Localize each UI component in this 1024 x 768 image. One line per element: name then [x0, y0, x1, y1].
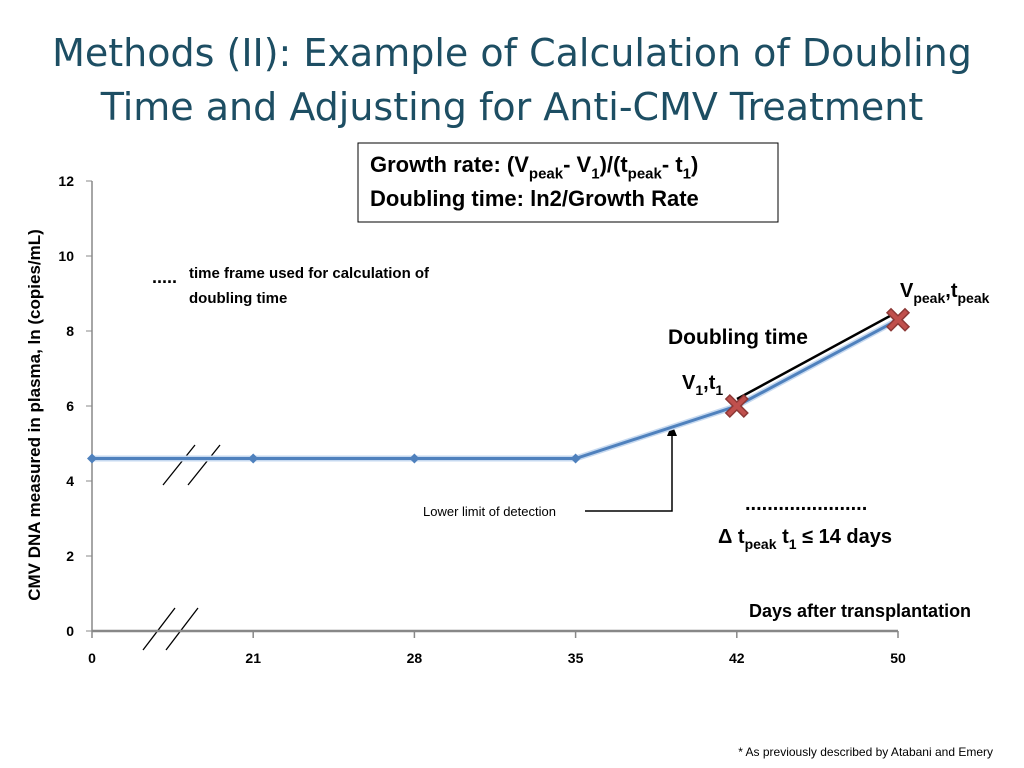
point-diamond	[87, 453, 97, 464]
text-part: )/(t	[600, 152, 629, 177]
text-part: V	[682, 372, 696, 394]
x-axis-label: Days after transplantation	[749, 601, 971, 621]
y-tick-label: 4	[66, 473, 74, 489]
dots-legend-text: doubling time	[189, 290, 287, 307]
y-tick-label: 0	[66, 623, 74, 639]
interval-dots: ......................	[745, 493, 867, 515]
x-tick-label: 42	[729, 650, 745, 666]
x-tick-label: 0	[88, 650, 96, 666]
text-part: - V	[563, 152, 591, 177]
subscript: 1	[789, 536, 797, 552]
x-tick-label: 50	[890, 650, 906, 666]
peak-label: Vpeak,tpeak	[900, 280, 990, 306]
interval-label: Δ tpeak t1 ≤ 14 days	[718, 526, 892, 552]
subscript: peak	[628, 166, 663, 183]
doubling-time-line	[736, 314, 891, 401]
text-part: V	[900, 280, 914, 302]
text-part: Growth rate: (V	[370, 152, 529, 177]
text-part: ,t	[945, 280, 958, 302]
subscript: peak	[745, 536, 777, 552]
subscript: 1	[695, 382, 703, 398]
x-tick-label: 35	[568, 650, 584, 666]
x-tick-label: 28	[407, 650, 423, 666]
subscript: peak	[957, 290, 989, 306]
dots-legend: .....	[152, 267, 177, 287]
axis-breaks	[142, 444, 221, 651]
subscript: 1	[683, 166, 691, 183]
slide-title: Methods (II): Example of Calculation of …	[52, 31, 972, 129]
point-cross	[724, 393, 749, 419]
formula-line: Doubling time: ln2/Growth Rate	[370, 186, 699, 211]
subscript: 1	[715, 382, 723, 398]
point-diamond	[409, 453, 420, 464]
dots-legend-text: time frame used for calculation of	[189, 265, 430, 282]
y-tick-label: 6	[66, 398, 74, 414]
text-part: t	[777, 526, 790, 548]
formula-line: Growth rate: (Vpeak- V1)/(tpeak- t1)	[370, 152, 698, 183]
y-tick-label: 10	[58, 248, 74, 264]
arrow	[585, 430, 673, 512]
point-diamond	[570, 453, 581, 464]
y-tick-label: 2	[66, 548, 74, 564]
point-cross	[885, 307, 911, 332]
y-tick-label: 8	[66, 323, 74, 339]
text-part: )	[691, 152, 698, 177]
text-part: Doubling time: ln2/Growth Rate	[370, 186, 699, 211]
text-part: Δ t	[718, 526, 745, 548]
v1-label: V1,t1	[682, 372, 723, 398]
subscript: peak	[529, 166, 564, 183]
y-tick-label: 12	[58, 173, 74, 189]
text-part: ,t	[703, 372, 716, 394]
subscript: peak	[913, 290, 945, 306]
text-part: - t	[662, 152, 683, 177]
subscript: 1	[591, 166, 599, 183]
formula-box	[357, 142, 779, 223]
point-diamond	[248, 453, 259, 464]
y-axis-label: CMV DNA measured in plasma, ln (copies/m…	[25, 229, 44, 601]
lower-limit-label: Lower limit of detection	[423, 504, 556, 519]
text-part: ≤ 14 days	[797, 526, 892, 548]
x-tick-label: 21	[245, 650, 261, 666]
series-line	[92, 318, 899, 460]
footnote: * As previously described by Atabani and…	[738, 745, 993, 759]
doubling-time-label: Doubling time	[668, 326, 808, 349]
